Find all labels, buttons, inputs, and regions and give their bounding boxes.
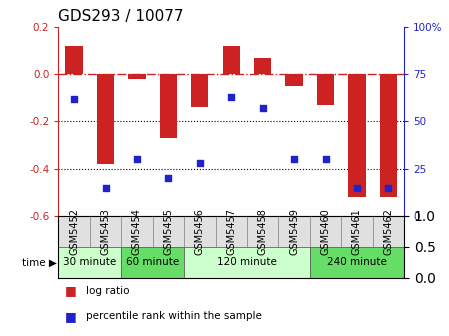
Text: ■: ■: [65, 310, 77, 323]
Text: 30 minute: 30 minute: [63, 257, 116, 267]
FancyBboxPatch shape: [247, 216, 278, 247]
Bar: [160, 74, 177, 138]
Bar: [286, 74, 303, 86]
Text: percentile rank within the sample: percentile rank within the sample: [86, 311, 262, 322]
Bar: [97, 74, 114, 164]
FancyBboxPatch shape: [184, 216, 216, 247]
FancyBboxPatch shape: [121, 216, 153, 247]
Bar: [317, 74, 334, 105]
Point: [322, 157, 329, 162]
Bar: [66, 46, 83, 74]
Text: 60 minute: 60 minute: [126, 257, 179, 267]
Text: GSM5458: GSM5458: [258, 208, 268, 255]
Point: [133, 157, 141, 162]
Text: GSM5460: GSM5460: [321, 208, 330, 255]
Text: log ratio: log ratio: [86, 286, 129, 296]
FancyBboxPatch shape: [90, 216, 121, 247]
FancyBboxPatch shape: [216, 216, 247, 247]
Point: [102, 185, 109, 190]
Point: [228, 94, 235, 99]
Text: GSM5455: GSM5455: [163, 208, 173, 255]
Bar: [348, 74, 365, 197]
Text: GSM5456: GSM5456: [195, 208, 205, 255]
Text: GSM5453: GSM5453: [101, 208, 110, 255]
Text: GSM5462: GSM5462: [383, 208, 393, 255]
Text: 240 minute: 240 minute: [327, 257, 387, 267]
Point: [353, 185, 361, 190]
Point: [385, 185, 392, 190]
Text: ■: ■: [65, 284, 77, 297]
Text: GSM5461: GSM5461: [352, 208, 362, 255]
FancyBboxPatch shape: [373, 216, 404, 247]
FancyBboxPatch shape: [153, 216, 184, 247]
Bar: [380, 74, 397, 197]
Bar: [223, 46, 240, 74]
FancyBboxPatch shape: [341, 216, 373, 247]
FancyBboxPatch shape: [58, 216, 90, 247]
Point: [259, 106, 266, 111]
Text: GSM5457: GSM5457: [226, 208, 236, 255]
Bar: [254, 57, 271, 74]
Text: time ▶: time ▶: [22, 257, 57, 267]
Point: [70, 96, 78, 101]
Bar: [128, 74, 145, 79]
Point: [165, 175, 172, 181]
FancyBboxPatch shape: [310, 247, 404, 278]
Text: GDS293 / 10077: GDS293 / 10077: [58, 9, 184, 24]
Point: [196, 160, 203, 166]
Text: GSM5459: GSM5459: [289, 208, 299, 255]
FancyBboxPatch shape: [184, 247, 310, 278]
FancyBboxPatch shape: [121, 247, 184, 278]
Bar: [191, 74, 208, 107]
Point: [291, 157, 298, 162]
FancyBboxPatch shape: [310, 216, 341, 247]
FancyBboxPatch shape: [278, 216, 310, 247]
Text: 120 minute: 120 minute: [217, 257, 277, 267]
FancyBboxPatch shape: [58, 247, 121, 278]
Text: GSM5454: GSM5454: [132, 208, 142, 255]
Text: GSM5452: GSM5452: [69, 208, 79, 255]
